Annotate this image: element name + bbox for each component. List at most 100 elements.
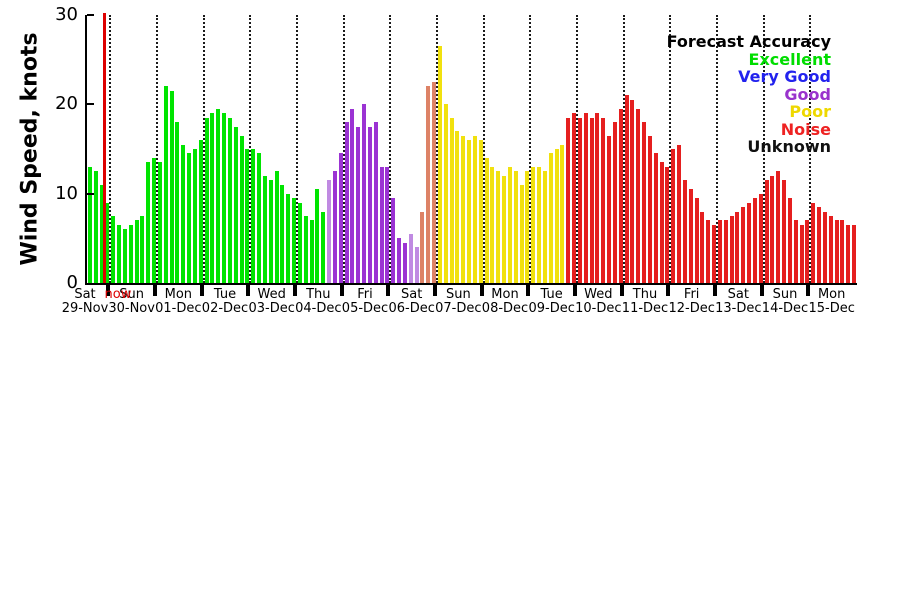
- wind-bar: [297, 202, 302, 283]
- wind-bar: [840, 220, 845, 283]
- date-label: 06-Dec: [388, 301, 435, 316]
- wind-bar: [741, 207, 746, 283]
- legend-entry: Noise: [780, 119, 831, 139]
- day-boundary-tick: [199, 284, 204, 296]
- date-label: 15-Dec: [808, 301, 855, 316]
- day-boundary-gridline: [809, 15, 812, 283]
- day-boundary-gridline: [109, 15, 112, 283]
- wind-bar: [811, 202, 816, 283]
- wind-bar: [146, 162, 151, 283]
- wind-bar: [531, 166, 536, 283]
- wind-bar: [817, 207, 822, 283]
- wind-bar: [747, 202, 752, 283]
- wind-bar: [245, 149, 250, 283]
- legend-entry: Poor: [789, 102, 831, 121]
- wind-bar: [239, 135, 244, 283]
- date-label: 13-Dec: [715, 301, 762, 316]
- day-boundary-gridline: [576, 15, 578, 283]
- date-label: 29-Nov: [61, 301, 109, 316]
- wind-bar: [688, 189, 693, 283]
- date-label: 12-Dec: [668, 301, 715, 316]
- weekday-label: Sat: [400, 287, 423, 302]
- wind-bar: [204, 117, 209, 283]
- wind-bar: [735, 211, 740, 283]
- wind-bar: [262, 175, 267, 283]
- wind-bar: [636, 108, 641, 283]
- wind-bar: [776, 171, 781, 283]
- wind-bar: [315, 189, 320, 283]
- day-boundary-gridline: [389, 15, 392, 283]
- now-marker-line: [103, 13, 106, 283]
- wind-bar: [350, 108, 355, 283]
- day-boundary-tick: [153, 284, 157, 296]
- wind-bar: [87, 166, 92, 283]
- wind-bar: [671, 149, 676, 283]
- wind-bar: [216, 108, 221, 283]
- weekday-label: Sun: [772, 287, 798, 302]
- wind-bar: [723, 220, 728, 283]
- day-boundary-tick: [573, 284, 577, 296]
- weekday-label: Sat: [74, 287, 96, 302]
- day-boundary-tick: [246, 284, 251, 296]
- wind-bar: [677, 144, 682, 283]
- wind-bar: [665, 166, 670, 283]
- wind-bar: [268, 180, 273, 283]
- weekday-label: Mon: [817, 287, 846, 302]
- day-boundary-tick: [806, 284, 811, 296]
- y-tick-mark: [87, 103, 94, 106]
- wind-bar: [391, 198, 396, 283]
- wind-bar: [624, 95, 629, 283]
- day-boundary-gridline: [156, 15, 158, 283]
- wind-bar: [612, 122, 617, 283]
- legend-entry: Good: [784, 84, 831, 104]
- day-boundary-tick: [293, 284, 297, 296]
- weekday-label: Fri: [357, 287, 373, 302]
- wind-bar: [846, 224, 851, 283]
- day-boundary-gridline: [716, 15, 718, 283]
- wind-bar: [437, 46, 442, 283]
- wind-bar: [227, 117, 232, 283]
- day-boundary-tick: [339, 284, 344, 296]
- wind-bar: [332, 171, 337, 283]
- wind-bar: [181, 144, 186, 283]
- wind-bar: [577, 117, 582, 283]
- wind-bar: [659, 162, 664, 283]
- day-boundary-tick: [433, 284, 437, 296]
- wind-bar: [618, 108, 623, 283]
- date-label: 02-Dec: [201, 301, 249, 316]
- wind-bar: [537, 166, 542, 283]
- wind-bar: [793, 220, 798, 283]
- weekday-label: Wed: [584, 287, 613, 302]
- legend-entry: Unknown: [747, 137, 831, 156]
- weekday-label: Mon: [164, 287, 193, 302]
- wind-bar: [274, 171, 279, 283]
- wind-bar: [490, 166, 495, 283]
- wind-bar: [764, 180, 769, 283]
- wind-bar: [700, 211, 705, 283]
- wind-bar: [583, 113, 588, 283]
- date-label: 03-Dec: [248, 301, 295, 316]
- wind-bar: [373, 122, 378, 283]
- date-label: 05-Dec: [341, 301, 389, 316]
- wind-bar: [210, 113, 215, 283]
- wind-bar: [111, 216, 116, 283]
- wind-bar: [647, 135, 652, 283]
- wind-bar: [717, 220, 722, 283]
- day-boundary-gridline: [622, 15, 625, 283]
- wind-bar: [134, 220, 139, 283]
- wind-bar: [443, 104, 448, 283]
- wind-bar: [157, 162, 162, 283]
- day-boundary-gridline: [669, 15, 672, 283]
- wind-bar: [852, 224, 857, 283]
- day-boundary-gridline: [342, 15, 345, 283]
- wind-bar: [327, 180, 332, 283]
- wind-bar: [344, 122, 349, 283]
- wind-bar: [595, 113, 600, 283]
- day-boundary-tick: [526, 284, 531, 296]
- day-boundary-gridline: [202, 15, 205, 283]
- y-tick-mark: [87, 192, 94, 195]
- weekday-label: Wed: [257, 287, 286, 302]
- y-axis-title: Wind Speed, knots: [17, 32, 43, 266]
- wind-bar: [303, 216, 308, 283]
